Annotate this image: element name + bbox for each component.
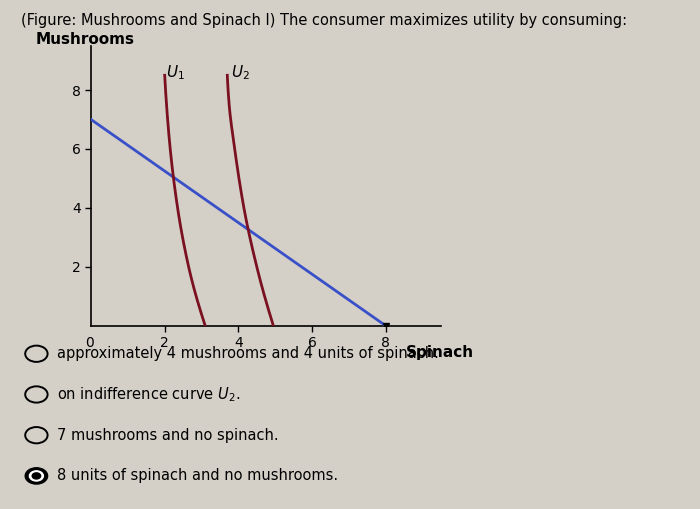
Text: 7 mushrooms and no spinach.: 7 mushrooms and no spinach. — [57, 428, 279, 443]
Text: on indifference curve $U_2$.: on indifference curve $U_2$. — [57, 385, 241, 404]
Text: $U_2$: $U_2$ — [231, 63, 250, 81]
Text: approximately 4 mushrooms and 4 units of spinach.: approximately 4 mushrooms and 4 units of… — [57, 346, 440, 361]
Text: Spinach: Spinach — [406, 345, 474, 360]
Text: 8 units of spinach and no mushrooms.: 8 units of spinach and no mushrooms. — [57, 468, 339, 484]
Text: Mushrooms: Mushrooms — [36, 33, 134, 47]
Text: (Figure: Mushrooms and Spinach I) The consumer maximizes utility by consuming:: (Figure: Mushrooms and Spinach I) The co… — [21, 13, 627, 27]
Text: $U_1$: $U_1$ — [167, 63, 186, 81]
Text: 0: 0 — [85, 336, 94, 350]
